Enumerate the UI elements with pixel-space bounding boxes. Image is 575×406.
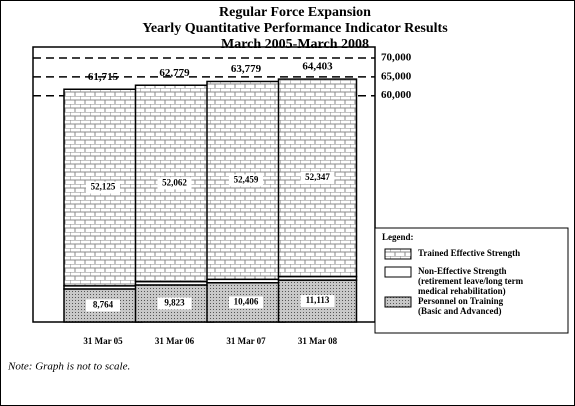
value-label: 52,125 — [91, 182, 116, 192]
title: Yearly Quantitative Performance Indicato… — [142, 21, 448, 36]
value-label: 52,459 — [234, 174, 259, 184]
value-label-box — [229, 296, 263, 309]
value-label-box — [300, 295, 335, 308]
x-tick-label: 31 Mar 06 — [155, 336, 195, 346]
legend-label: Personnel on Training (Basic and Advanced… — [418, 296, 504, 316]
legend-swatch — [384, 266, 412, 278]
value-label: 9,823 — [164, 298, 185, 308]
y-tick-label: 65,000 — [381, 70, 412, 82]
legend-swatch — [384, 248, 412, 260]
y-tick-label: 60,000 — [381, 89, 412, 101]
value-label: 10,406 — [234, 296, 259, 306]
value-label-box — [86, 299, 120, 312]
total-label: 62,779 — [159, 67, 190, 79]
x-tick-label: 31 Mar 08 — [298, 336, 338, 346]
value-label-box — [157, 297, 192, 310]
value-label: 52,062 — [162, 177, 187, 187]
legend-box — [374, 227, 569, 334]
value-label-box — [157, 177, 192, 190]
note: Note: Graph is not to scale. — [7, 361, 130, 373]
value-label: 8,764 — [93, 300, 114, 310]
value-label: 11,113 — [306, 295, 330, 305]
legend-title: Legend: — [382, 232, 414, 242]
value-label-box — [300, 171, 335, 184]
value-label: 52,347 — [305, 172, 330, 182]
value-label-box — [229, 174, 263, 187]
total-label: 61,715 — [88, 71, 119, 83]
legend-swatch — [384, 296, 412, 308]
total-label: 63,779 — [231, 63, 262, 75]
value-label-box — [86, 181, 120, 194]
title: Regular Force Expansion — [219, 5, 371, 20]
x-tick-label: 31 Mar 07 — [226, 336, 266, 346]
y-tick-label: 70,000 — [381, 52, 412, 64]
legend-label: Non-Effective Strength (retirement leave/… — [418, 266, 524, 296]
legend-label: Trained Effective Strength — [418, 248, 520, 258]
x-tick-label: 31 Mar 05 — [83, 336, 123, 346]
title: March 2005-March 2008 — [221, 37, 369, 52]
total-label: 64,403 — [302, 61, 333, 73]
